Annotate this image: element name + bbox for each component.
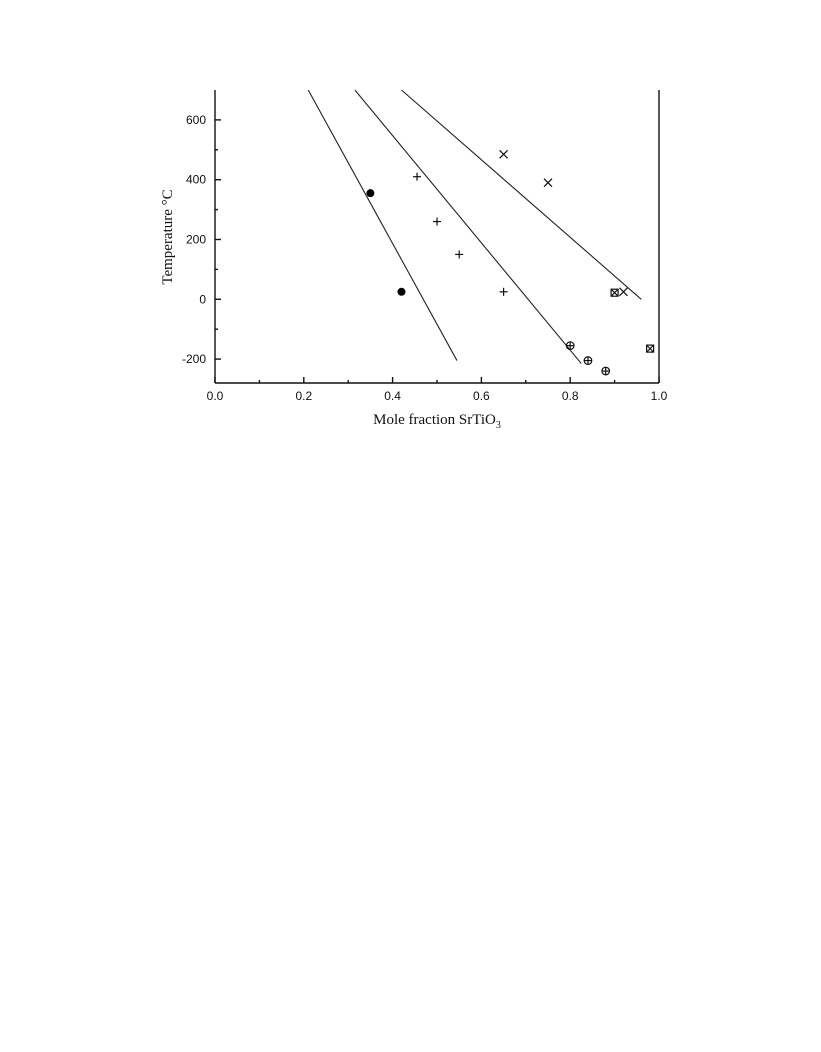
plot-frame (214, 90, 660, 384)
y-tick-label: 600 (186, 113, 206, 127)
x-tick-label: 0.2 (295, 389, 312, 403)
trend-lines (307, 89, 642, 364)
data-point-circle-plus (565, 341, 575, 351)
data-point-plus (499, 287, 508, 296)
y-axis-title: Temperature °C (160, 189, 176, 284)
data-point-circle-plus (601, 366, 611, 376)
x-axis-title: Mole fraction SrTiO3 (373, 412, 501, 431)
x-tick-labels: 0.0 0.2 0.4 0.6 0.8 1.0 (207, 389, 668, 403)
x-tick-label: 0.4 (384, 389, 401, 403)
y-tick-label: 0 (199, 292, 206, 306)
data-point-filled-circle (397, 287, 406, 296)
y-tick-label: 400 (186, 173, 206, 187)
data-point-boxed-x (610, 288, 619, 297)
trend-line (354, 89, 582, 364)
x-tick-label: 0.6 (473, 389, 490, 403)
data-point-plus (433, 217, 441, 226)
data-markers (366, 149, 655, 376)
data-point-plus (455, 250, 464, 259)
tick-marks (214, 119, 660, 383)
trend-line (307, 89, 458, 361)
x-tick-label: 0.0 (207, 389, 224, 403)
x-tick-label: 1.0 (651, 389, 668, 403)
trend-line (401, 89, 642, 300)
y-tick-labels: -200 0 200 400 600 (182, 113, 206, 366)
x-tick-label: 0.8 (562, 389, 579, 403)
data-point-plus (413, 172, 422, 181)
data-point-circle-plus (583, 356, 593, 365)
y-tick-label: -200 (182, 352, 206, 366)
data-point-x (543, 178, 553, 188)
data-point-filled-circle (366, 189, 375, 198)
data-point-x (619, 287, 628, 297)
data-point-x (499, 149, 509, 159)
y-tick-label: 200 (186, 232, 206, 246)
data-point-boxed-x (646, 344, 655, 353)
